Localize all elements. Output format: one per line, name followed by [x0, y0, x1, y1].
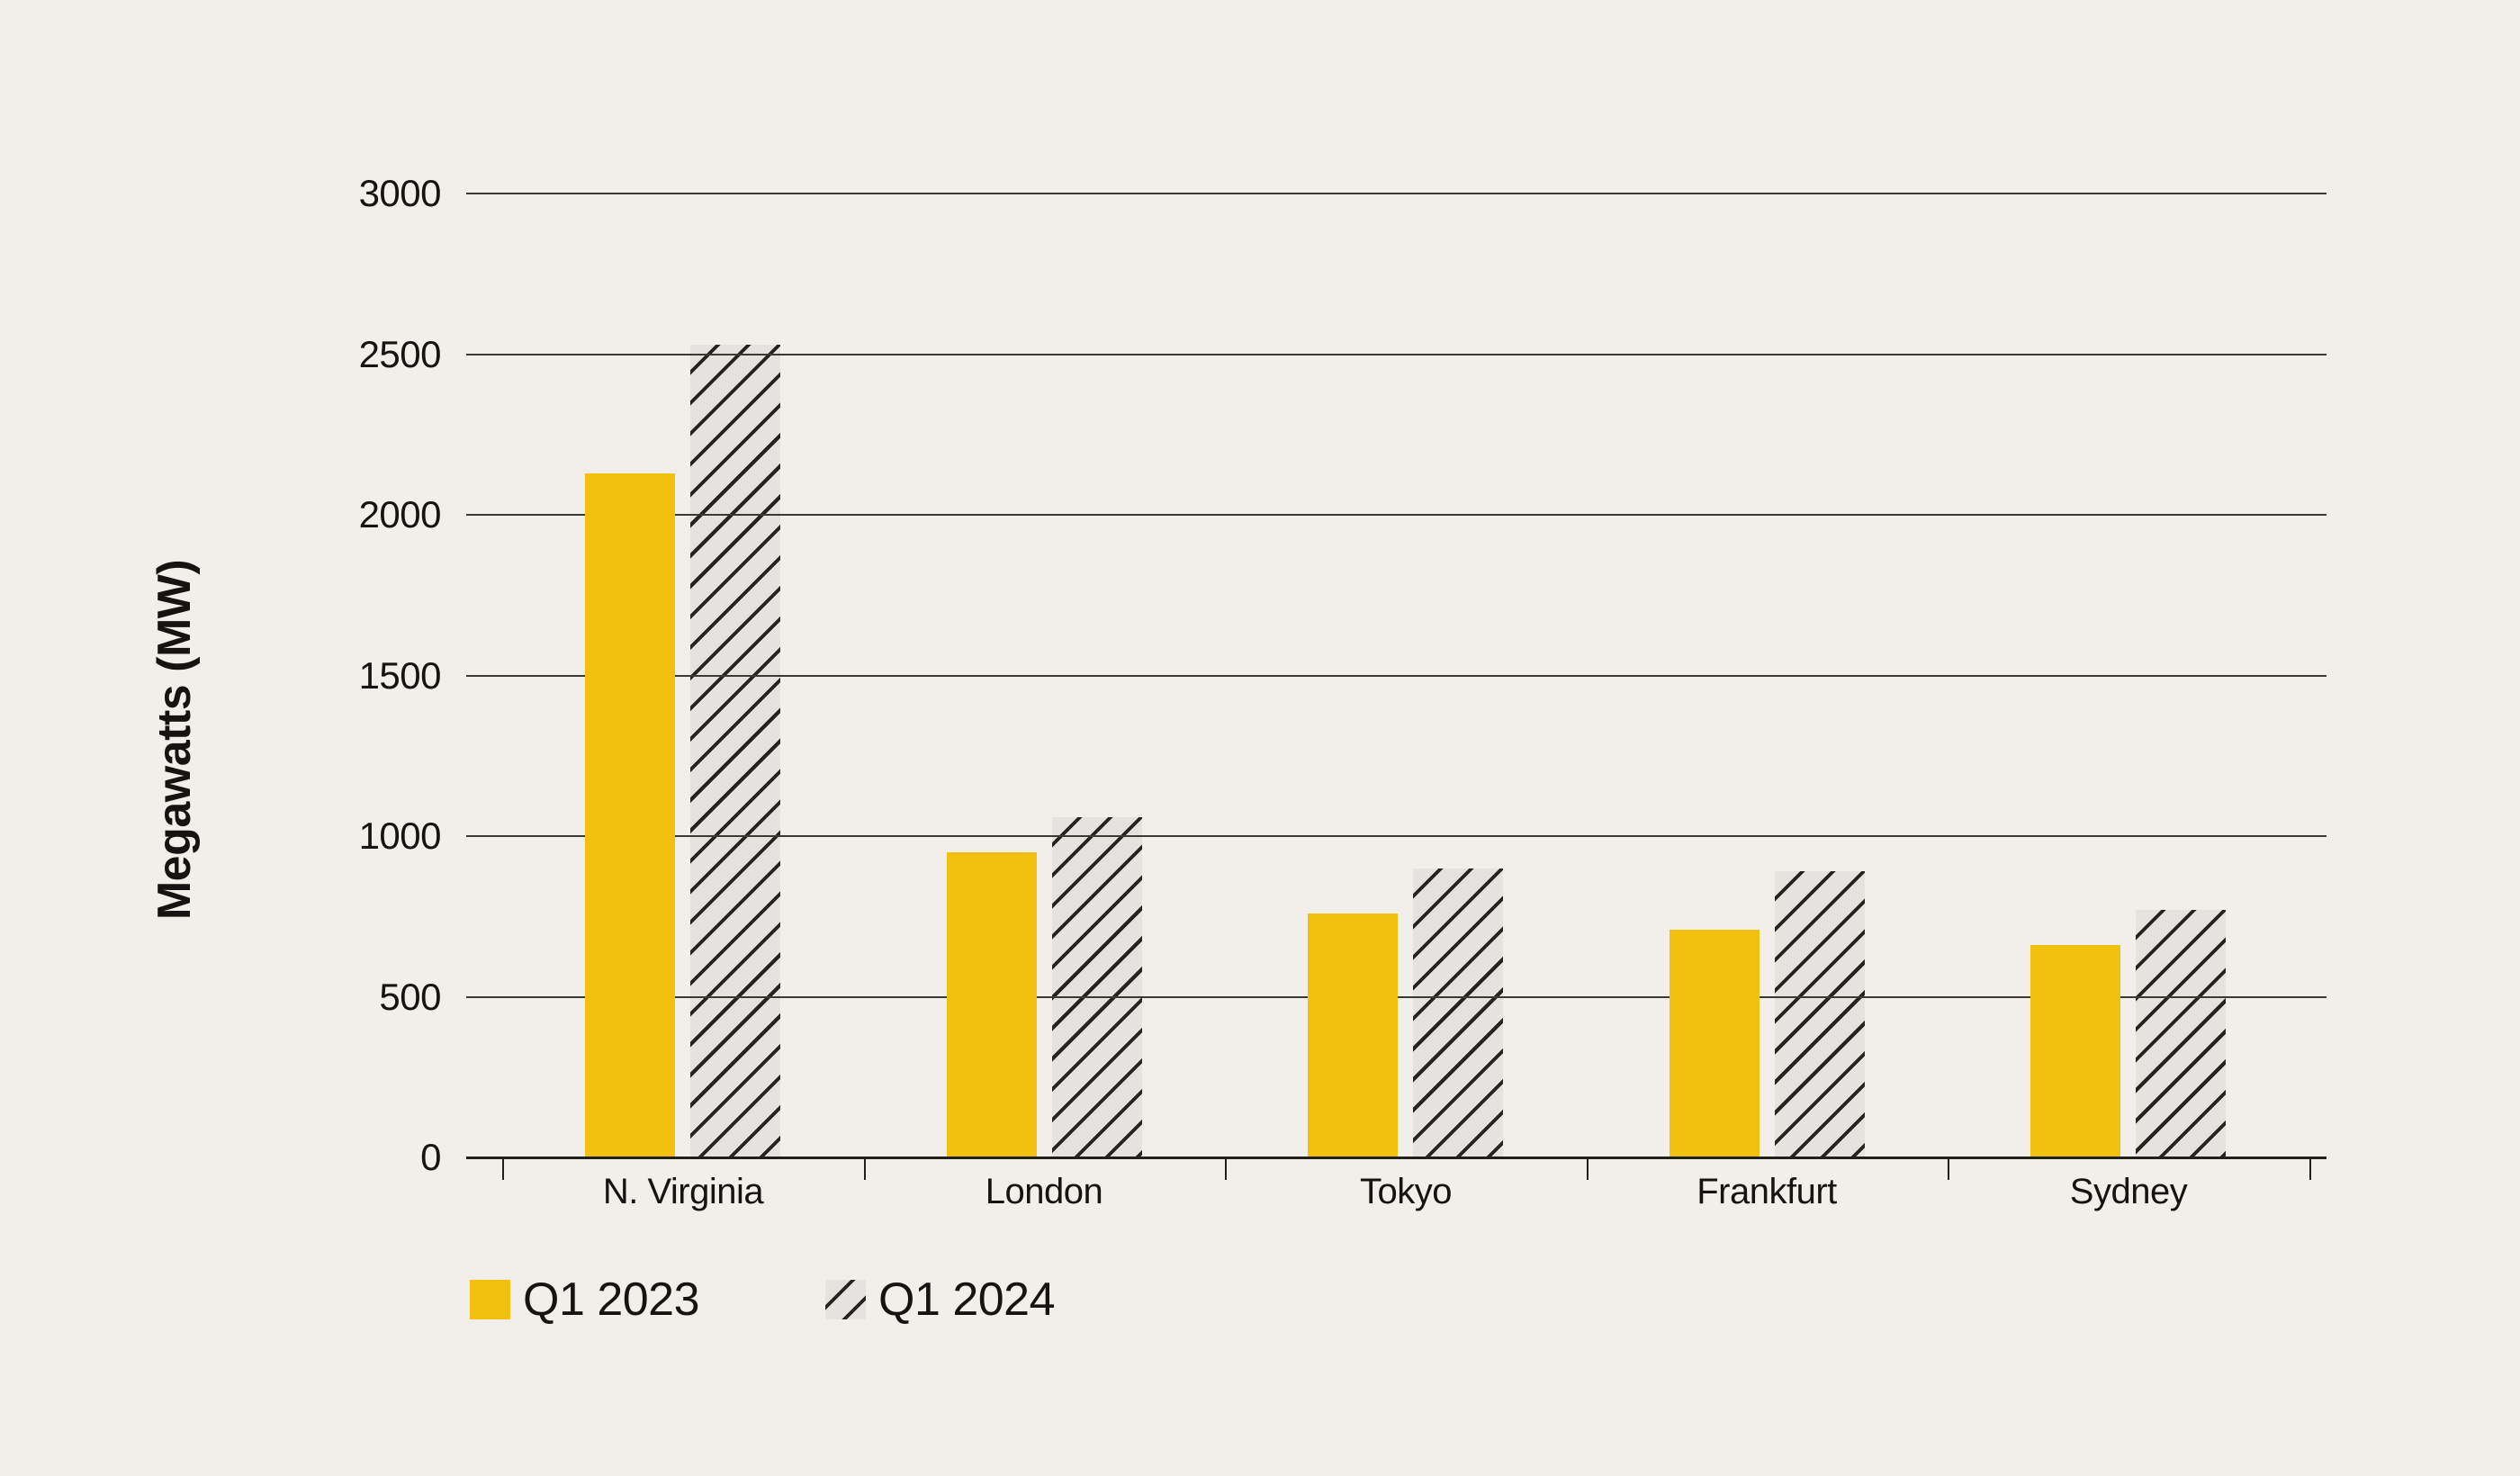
x-category-label-tokyo: Tokyo [1360, 1172, 1453, 1211]
x-axis-tick-3 [1587, 1157, 1588, 1180]
x-category-label-sydney: Sydney [2069, 1172, 2188, 1211]
legend-item-q1-2024: Q1 2024 [825, 1274, 1056, 1326]
y-tick-label-3000: 3000 [358, 172, 442, 214]
x-category-label-london: London [985, 1172, 1103, 1211]
y-tick-label-2500: 2500 [358, 332, 442, 375]
x-axis-tick-2 [1225, 1157, 1227, 1180]
x-axis-tick-4 [1948, 1157, 1949, 1180]
bar-q1-2024-n-virginia [690, 345, 780, 1157]
bar-q1-2023-sydney [2030, 945, 2120, 1157]
y-tick-label-1500: 1500 [358, 653, 442, 697]
gridline-1000 [466, 835, 2326, 837]
legend-swatch-solid-icon [470, 1280, 510, 1319]
bar-q1-2023-frankfurt [1670, 930, 1760, 1157]
gridline-3000 [466, 193, 2326, 194]
x-category-label-frankfurt: Frankfurt [1696, 1172, 1837, 1211]
legend-swatch-hatched-icon [825, 1280, 866, 1319]
legend: Q1 2023 Q1 2024 [470, 1274, 1056, 1326]
y-tick-label-1000: 1000 [358, 814, 442, 857]
y-tick-label-2000: 2000 [358, 493, 442, 536]
bar-q1-2024-london [1052, 817, 1142, 1157]
legend-label-q1-2024: Q1 2024 [878, 1274, 1056, 1326]
y-axis-title: Megawatts (MW) [148, 559, 201, 921]
gridline-2500 [466, 353, 2326, 356]
legend-label-q1-2023: Q1 2023 [523, 1274, 700, 1326]
bar-q1-2024-tokyo [1413, 868, 1503, 1157]
bar-q1-2023-tokyo [1308, 914, 1398, 1157]
bar-q1-2023-london [947, 852, 1037, 1157]
gridline-1500 [466, 674, 2326, 677]
x-category-label-n-virginia: N. Virginia [602, 1172, 764, 1211]
y-tick-label-500: 500 [379, 975, 441, 1018]
x-axis-tick-5 [2309, 1157, 2311, 1180]
x-axis-line [466, 1156, 2326, 1159]
bar-q1-2023-n-virginia [585, 473, 675, 1157]
gridline-2000 [466, 514, 2326, 516]
bar-q1-2024-frankfurt [1775, 871, 1865, 1157]
x-axis-tick-1 [864, 1157, 866, 1180]
bar-q1-2024-sydney [2136, 910, 2226, 1157]
y-tick-label-0: 0 [420, 1136, 441, 1178]
x-axis-tick-0 [502, 1157, 504, 1180]
legend-item-q1-2023: Q1 2023 [470, 1274, 700, 1326]
